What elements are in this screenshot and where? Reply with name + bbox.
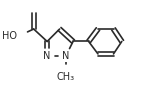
Text: N: N	[43, 51, 51, 61]
Text: CH₃: CH₃	[57, 71, 75, 82]
Text: N: N	[62, 51, 69, 61]
Text: HO: HO	[2, 31, 17, 41]
